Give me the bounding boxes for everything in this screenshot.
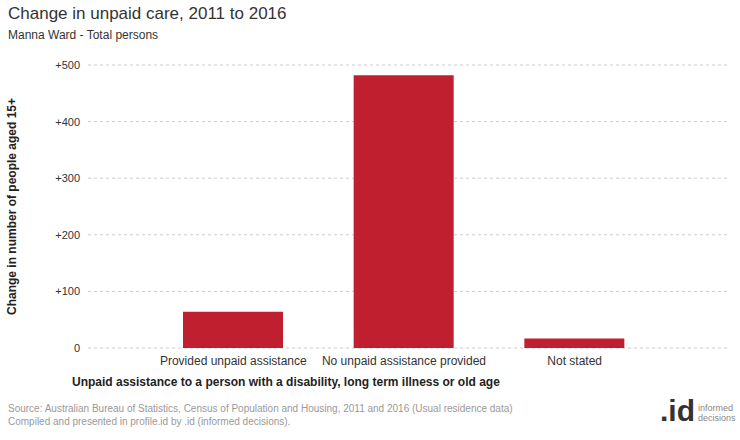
html-text:.id: .id <box>660 394 695 427</box>
html-text:decisions: decisions <box>698 413 736 423</box>
svg-text:+300: +300 <box>55 172 80 184</box>
svg-text:0: 0 <box>74 342 80 354</box>
html-text:Manna Ward - Total persons: Manna Ward - Total persons <box>8 28 159 42</box>
svg-text:+500: +500 <box>55 59 80 71</box>
svg-text:Provided unpaid assistance: Provided unpaid assistance <box>160 354 307 368</box>
svg-text:+400: +400 <box>55 116 80 128</box>
html-text:Compiled and presented in prof: Compiled and presented in profile.id by … <box>8 416 291 427</box>
svg-text:Change in number of people age: Change in number of people aged 15+ <box>8 98 19 315</box>
html-text:Unpaid assistance to a person: Unpaid assistance to a person with a dis… <box>72 375 500 389</box>
svg-text:+100: +100 <box>55 285 80 297</box>
svg-text:+200: +200 <box>55 229 80 241</box>
svg-text:Not stated: Not stated <box>547 354 602 368</box>
html-text:informed: informed <box>698 403 733 413</box>
svg-text:No unpaid assistance provided: No unpaid assistance provided <box>322 354 486 368</box>
html-text:Source: Australian Bureau of S: Source: Australian Bureau of Statistics,… <box>8 403 513 414</box>
html-text:Change in unpaid care, 2011 to: Change in unpaid care, 2011 to 2016 <box>8 4 287 23</box>
